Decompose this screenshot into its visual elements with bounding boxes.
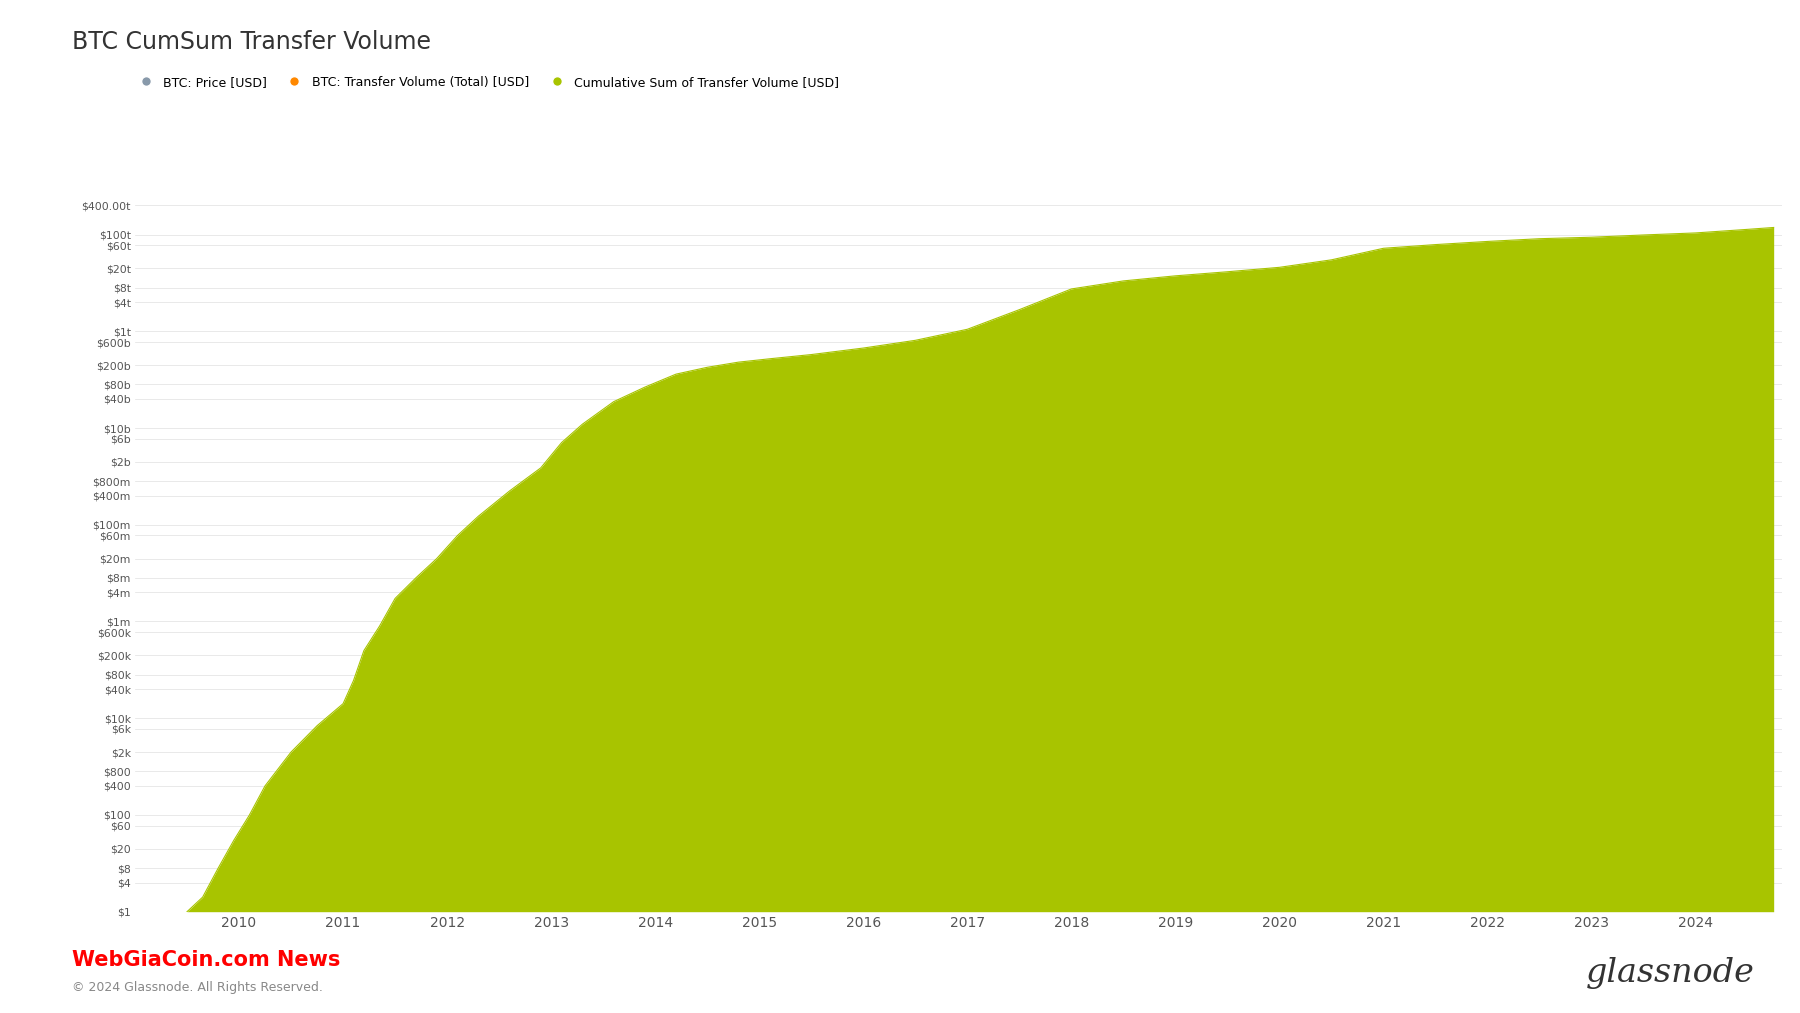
Text: glassnode: glassnode: [1586, 957, 1755, 990]
Text: WebGiaCoin.com News: WebGiaCoin.com News: [72, 950, 340, 970]
Text: © 2024 Glassnode. All Rights Reserved.: © 2024 Glassnode. All Rights Reserved.: [72, 981, 322, 994]
Text: BTC CumSum Transfer Volume: BTC CumSum Transfer Volume: [72, 30, 430, 55]
Legend: BTC: Price [USD], BTC: Transfer Volume (Total) [USD], Cumulative Sum of Transfer: BTC: Price [USD], BTC: Transfer Volume (…: [133, 76, 839, 88]
